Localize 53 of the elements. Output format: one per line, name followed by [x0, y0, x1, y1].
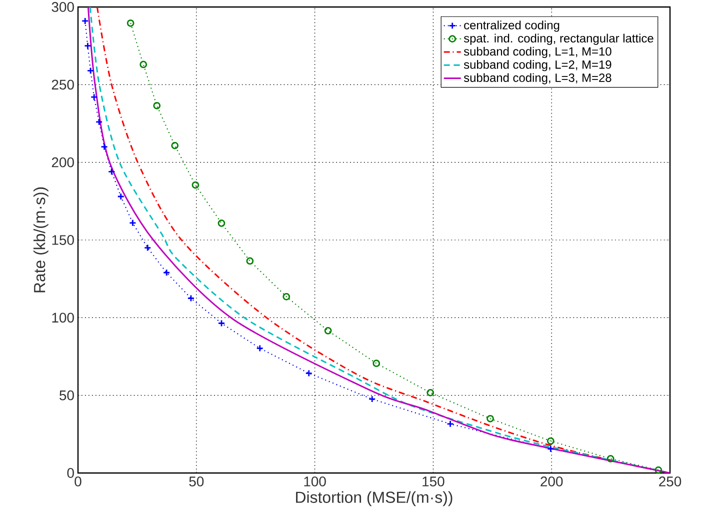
point — [162, 268, 170, 276]
x-tick-label: 0 — [74, 476, 82, 486]
y-tick-label: 100 — [52, 312, 74, 323]
legend-label: subband coding, L=2, M=19 — [464, 60, 612, 72]
point — [95, 118, 103, 126]
x-tick-label: 250 — [659, 476, 682, 486]
point — [324, 327, 332, 334]
legend-label: subband coding, L=1, M=10 — [464, 46, 612, 58]
legend-label: subband coding, L=3, M=28 — [464, 73, 612, 84]
x-tick-label: 150 — [422, 476, 444, 486]
y-axis-title: Rate (kb/(m·s)) — [34, 187, 48, 292]
point — [218, 220, 226, 227]
point — [84, 42, 92, 50]
point — [187, 294, 195, 302]
point — [282, 293, 290, 300]
x-tick-label: 100 — [304, 476, 326, 486]
point — [86, 66, 94, 74]
point — [144, 244, 152, 252]
legend-label: spat. ind. coding, rectangular lattice — [464, 34, 654, 45]
point — [126, 19, 134, 27]
point — [153, 102, 161, 110]
point — [81, 17, 89, 25]
y-tick-label: 250 — [52, 80, 74, 90]
point — [129, 219, 136, 227]
y-tick-label: 0 — [67, 468, 74, 478]
point — [140, 60, 148, 68]
point — [446, 420, 454, 428]
point — [546, 445, 554, 453]
point — [171, 142, 179, 150]
point — [654, 466, 662, 474]
point — [426, 389, 434, 396]
legend-label: centralized coding — [464, 20, 560, 32]
point — [90, 93, 98, 101]
y-tick-label: 300 — [52, 2, 74, 12]
point — [218, 320, 226, 327]
point — [368, 395, 376, 403]
x-axis-title: Distortion (MSE/(m·s)) — [296, 491, 452, 506]
point — [546, 437, 554, 445]
x-tick-label: 200 — [540, 476, 563, 486]
point — [117, 192, 125, 200]
point — [100, 143, 108, 150]
point — [486, 414, 494, 422]
point — [192, 181, 200, 189]
point — [305, 370, 313, 377]
point — [246, 257, 254, 265]
x-tick-label: 50 — [189, 476, 204, 486]
point — [372, 360, 380, 368]
point — [108, 168, 116, 176]
point — [256, 344, 264, 352]
y-tick-label: 150 — [52, 235, 74, 245]
y-tick-label: 50 — [60, 390, 74, 400]
y-tick-label: 200 — [52, 157, 74, 168]
point — [606, 455, 614, 462]
